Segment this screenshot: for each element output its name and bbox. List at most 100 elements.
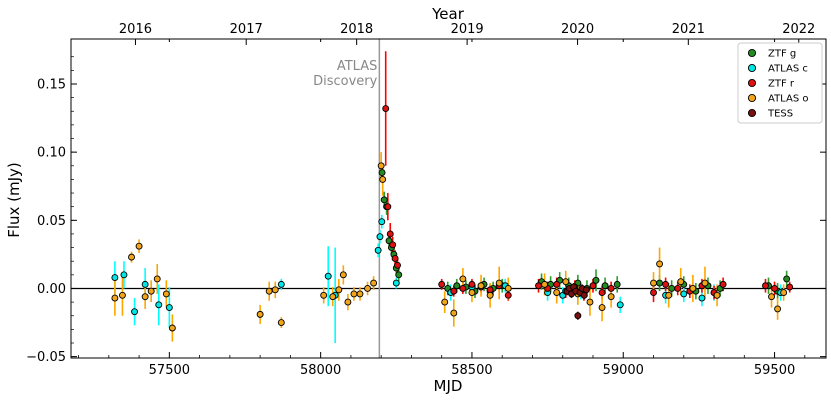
legend: ZTF g ATLAS c ZTF r ATLAS o TESS: [737, 42, 823, 124]
data-point: [771, 285, 779, 292]
data-point: [774, 305, 782, 313]
legend-marker: [747, 93, 757, 103]
x-tick-label: 58500: [451, 363, 492, 378]
data-point: [168, 324, 176, 332]
data-point: [459, 275, 467, 283]
data-point: [504, 285, 512, 292]
data-point: [650, 279, 657, 287]
data-point: [607, 285, 615, 292]
data-point: [147, 287, 155, 295]
y-tick-label: 0.10: [37, 146, 66, 161]
data-point: [713, 291, 721, 299]
data-point: [459, 285, 467, 292]
data-point: [118, 291, 126, 299]
year-tick-label: 2022: [782, 22, 815, 37]
legend-label: ZTF g: [768, 49, 796, 60]
data-point: [350, 290, 358, 298]
data-point: [783, 275, 791, 283]
data-point: [441, 298, 449, 306]
x-tick-label: 57500: [149, 363, 190, 378]
data-point: [762, 282, 769, 290]
data-point: [665, 291, 673, 299]
plot-inner: [71, 39, 826, 358]
y-tick-label: 0.00: [37, 282, 66, 297]
data-point: [320, 291, 328, 299]
data-point: [589, 282, 597, 290]
data-point: [141, 293, 149, 301]
discovery-annotation-line: Discovery: [313, 74, 378, 89]
legend-marker: [747, 78, 757, 88]
data-point: [477, 282, 485, 290]
data-point: [592, 276, 600, 284]
data-point: [379, 175, 387, 183]
data-point: [562, 278, 570, 286]
discovery-annotation-line: ATLAS: [337, 59, 378, 74]
legend-label: ZTF r: [768, 79, 795, 90]
data-point: [668, 285, 676, 292]
legend-box: [737, 42, 823, 124]
legend-marker: [747, 108, 757, 118]
data-point: [541, 280, 549, 288]
data-point: [680, 290, 688, 298]
data-point: [504, 291, 512, 299]
data-point: [339, 271, 347, 279]
data-point: [382, 105, 390, 112]
x-tick-label: 58000: [300, 363, 341, 378]
data-point: [131, 308, 138, 316]
data-point: [335, 286, 343, 294]
legend-label: ATLAS o: [768, 94, 808, 105]
plot-border: [70, 38, 827, 359]
data-point: [450, 287, 458, 295]
data-point: [376, 233, 384, 241]
data-point: [324, 272, 332, 280]
data-point: [450, 309, 458, 317]
data-point: [384, 203, 392, 211]
data-point: [111, 294, 119, 302]
data-point: [162, 290, 170, 298]
data-point: [601, 282, 609, 290]
data-point: [780, 289, 788, 297]
data-point: [356, 290, 364, 298]
data-point: [364, 285, 372, 292]
y-axis-title: Flux (mJy): [5, 162, 23, 238]
data-point: [719, 280, 727, 288]
data-point: [438, 280, 446, 288]
data-point: [582, 286, 590, 294]
data-point: [395, 271, 403, 279]
axes-frame: 57500 58000 58500 59000 59500 2016 2017 2018 201…: [26, 22, 827, 378]
data-point: [271, 286, 279, 294]
data-point: [674, 285, 682, 292]
data-point: [277, 319, 285, 327]
data-point: [256, 310, 264, 318]
data-point: [329, 293, 337, 301]
data-point: [650, 289, 657, 297]
data-point: [155, 301, 163, 309]
data-point: [135, 242, 143, 250]
year-tick-label: 2018: [340, 22, 373, 37]
data-point: [380, 196, 388, 204]
data-point: [689, 285, 697, 292]
data-point: [598, 289, 606, 297]
x-tick-label: 59000: [603, 363, 644, 378]
y-tick-label: 0.05: [37, 214, 66, 229]
data-point: [111, 274, 119, 282]
data-point: [386, 230, 394, 238]
data-point: [153, 275, 161, 283]
legend-marker: [747, 48, 757, 58]
data-point: [586, 298, 594, 306]
data-point: [377, 162, 385, 170]
data-point: [468, 289, 476, 297]
data-point: [553, 280, 561, 288]
data-point: [574, 312, 582, 320]
data-point: [394, 261, 401, 269]
year-tick-label: 2017: [230, 22, 263, 37]
data-point: [378, 169, 386, 177]
data-point: [535, 282, 542, 290]
data-point: [607, 293, 615, 301]
data-point: [128, 253, 135, 261]
data-point: [698, 294, 706, 302]
data-point: [677, 278, 685, 286]
data-point: [392, 279, 400, 287]
